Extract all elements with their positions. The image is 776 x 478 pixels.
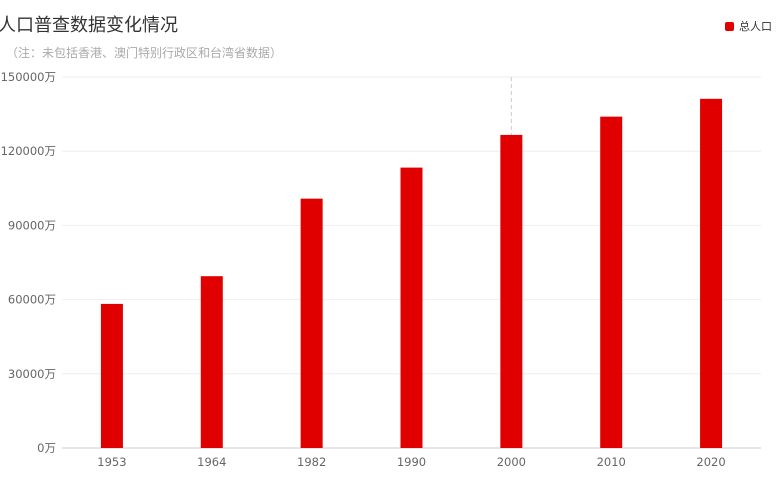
bar-2010[interactable] [600,116,623,449]
chart-title: 人口普查数据变化情况 [0,15,178,36]
bar-1982[interactable] [300,198,323,448]
legend-label: 总人口 [739,20,772,33]
chart-subtitle: （注：未包括香港、澳门特别行政区和台湾省数据） [6,46,283,60]
bars [100,98,723,449]
legend[interactable]: 总人口 [725,18,772,34]
y-tick-label: 90000万 [8,218,56,232]
legend-swatch [725,21,734,31]
x-tick-label: 1953 [97,455,126,469]
y-tick-label: 120000万 [1,144,56,158]
x-axis-ticks: 1953 1964 1982 1990 2000 2010 2020 [97,455,725,469]
x-tick-label: 1964 [197,455,226,469]
x-tick-label: 1990 [397,455,426,469]
y-tick-label: 60000万 [8,293,56,307]
bar-1953[interactable] [100,303,123,448]
y-tick-label: 0万 [37,441,56,455]
bar-2000[interactable] [500,134,523,449]
bar-1990[interactable] [400,167,423,448]
x-tick-label: 2020 [696,455,725,469]
bar-1964[interactable] [200,276,223,448]
x-tick-label: 2010 [597,455,626,469]
y-tick-label: 30000万 [8,367,56,381]
x-tick-label: 1982 [297,455,326,469]
y-axis-ticks: 0万 30000万 60000万 90000万 120000万 150000万 [1,70,56,455]
bar-2020[interactable] [700,98,723,448]
x-tick-label: 2000 [497,455,526,469]
y-tick-label: 150000万 [1,70,56,84]
